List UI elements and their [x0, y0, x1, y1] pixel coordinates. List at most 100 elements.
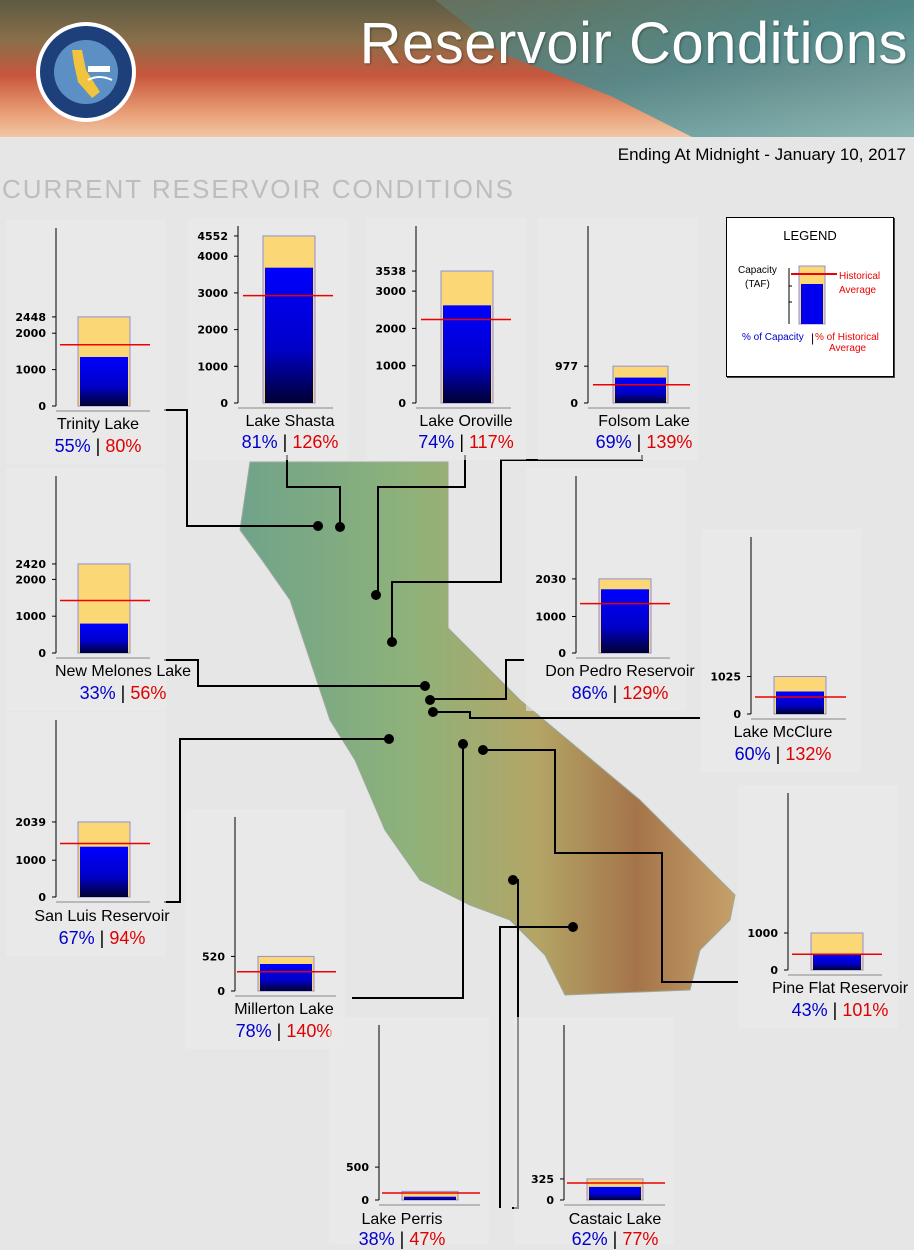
reservoir-name: Pine Flat Reservoir — [771, 980, 909, 997]
y-tick-label: 2000 — [15, 573, 46, 586]
panel-background — [514, 1017, 674, 1244]
reservoir-percentages: 69% | 139% — [564, 432, 724, 453]
reservoir-name: Lake McClure — [733, 724, 833, 741]
y-tick-label: 2000 — [197, 324, 228, 337]
pct-historical: 80% — [105, 436, 142, 456]
y-tick-label: 2420 — [15, 558, 46, 571]
y-tick-label: 1025 — [710, 670, 741, 683]
pct-separator: | — [94, 928, 110, 948]
y-tick-label: 0 — [733, 708, 741, 721]
legend-capacity-line2: (TAF) — [745, 279, 770, 290]
y-tick-label: 3000 — [375, 285, 406, 298]
connector-don-pedro — [430, 659, 524, 700]
banner: Reservoir Conditions — [0, 0, 914, 137]
dot-pine-flat — [478, 745, 488, 755]
pct-capacity: 86% — [571, 683, 608, 703]
pct-capacity: 81% — [241, 432, 278, 452]
panel-background — [329, 1017, 489, 1244]
pct-capacity: 78% — [235, 1021, 272, 1041]
storage-bar — [601, 589, 649, 653]
dot-mcclure — [428, 707, 438, 717]
legend-historical-line1: Historical — [839, 271, 881, 282]
connector-shasta — [286, 455, 341, 527]
dot-folsom — [387, 637, 397, 647]
storage-bar — [813, 954, 861, 970]
y-tick-label: 1000 — [197, 360, 228, 373]
pct-historical: 126% — [292, 432, 339, 452]
page-title: Reservoir Conditions — [359, 11, 908, 76]
dot-perris — [568, 922, 578, 932]
dot-oroville — [371, 590, 381, 600]
pct-historical: 56% — [130, 683, 167, 703]
pct-historical: 129% — [622, 683, 669, 703]
pct-separator: | — [827, 1000, 843, 1020]
y-tick-label: 2000 — [375, 322, 406, 335]
reservoir-percentages: 43% | 101% — [760, 1000, 914, 1021]
connector-trinity — [164, 409, 318, 527]
reservoir-percentages: 81% | 126% — [210, 432, 370, 453]
pct-separator: | — [607, 1229, 623, 1249]
y-tick-label: 3538 — [375, 265, 406, 278]
pct-capacity: 33% — [79, 683, 116, 703]
y-tick-label: 0 — [361, 1194, 369, 1207]
storage-bar — [615, 377, 666, 403]
dot-san-luis — [384, 734, 394, 744]
pct-capacity: 67% — [58, 928, 95, 948]
y-tick-label: 520 — [202, 950, 225, 963]
pct-historical: 140% — [286, 1021, 333, 1041]
y-tick-label: 2039 — [15, 816, 46, 829]
section-heading: CURRENT RESERVOIR CONDITIONS — [2, 174, 515, 204]
y-tick-label: 2030 — [535, 573, 566, 586]
y-tick-label: 0 — [570, 397, 578, 410]
dot-shasta — [335, 522, 345, 532]
pct-separator: | — [454, 432, 469, 452]
pct-separator: | — [394, 1229, 410, 1249]
connector-mcclure — [433, 711, 700, 719]
y-tick-label: 4552 — [197, 230, 228, 243]
storage-bar — [80, 846, 128, 897]
dot-millerton — [458, 739, 468, 749]
pct-capacity: 43% — [791, 1000, 828, 1020]
storage-bar — [589, 1186, 641, 1200]
pct-capacity: 55% — [54, 436, 91, 456]
connector-pine-flat — [483, 749, 738, 983]
y-tick-label: 1000 — [15, 854, 46, 867]
y-tick-label: 0 — [770, 964, 778, 977]
reservoir-percentages: 78% | 140% — [204, 1021, 364, 1042]
pct-separator: | — [607, 683, 623, 703]
dot-new-melones — [420, 681, 430, 691]
panel-background — [185, 809, 345, 1049]
y-tick-label: 3000 — [197, 287, 228, 300]
y-tick-label: 1000 — [375, 360, 406, 373]
pct-historical: 139% — [646, 432, 693, 452]
y-tick-label: 0 — [38, 647, 46, 660]
storage-bar — [80, 357, 128, 406]
y-tick-label: 0 — [220, 397, 228, 410]
reservoir-name: New Melones Lake — [54, 663, 192, 680]
connector-new-melones — [164, 659, 425, 687]
y-tick-label: 0 — [217, 985, 225, 998]
legend-capacity-line1: Capacity — [738, 265, 777, 276]
y-tick-label: 0 — [38, 400, 46, 413]
y-tick-label: 500 — [346, 1161, 369, 1174]
legend-pct-hist-line2: Average — [829, 343, 867, 354]
pct-separator: | — [631, 432, 647, 452]
y-tick-label: 4000 — [197, 250, 228, 263]
reservoir-name: Castaic Lake — [568, 1211, 662, 1228]
reservoir-name: Folsom Lake — [598, 413, 690, 430]
panel-background — [701, 529, 861, 772]
pct-capacity: 62% — [571, 1229, 608, 1249]
y-tick-label: 0 — [546, 1194, 554, 1207]
panel-background — [738, 785, 898, 1028]
reservoir-name: Lake Perris — [361, 1211, 443, 1228]
reservoir-name: Don Pedro Reservoir — [545, 663, 695, 680]
pct-capacity: 74% — [418, 432, 455, 452]
reservoir-percentages: 33% | 56% — [43, 683, 203, 704]
